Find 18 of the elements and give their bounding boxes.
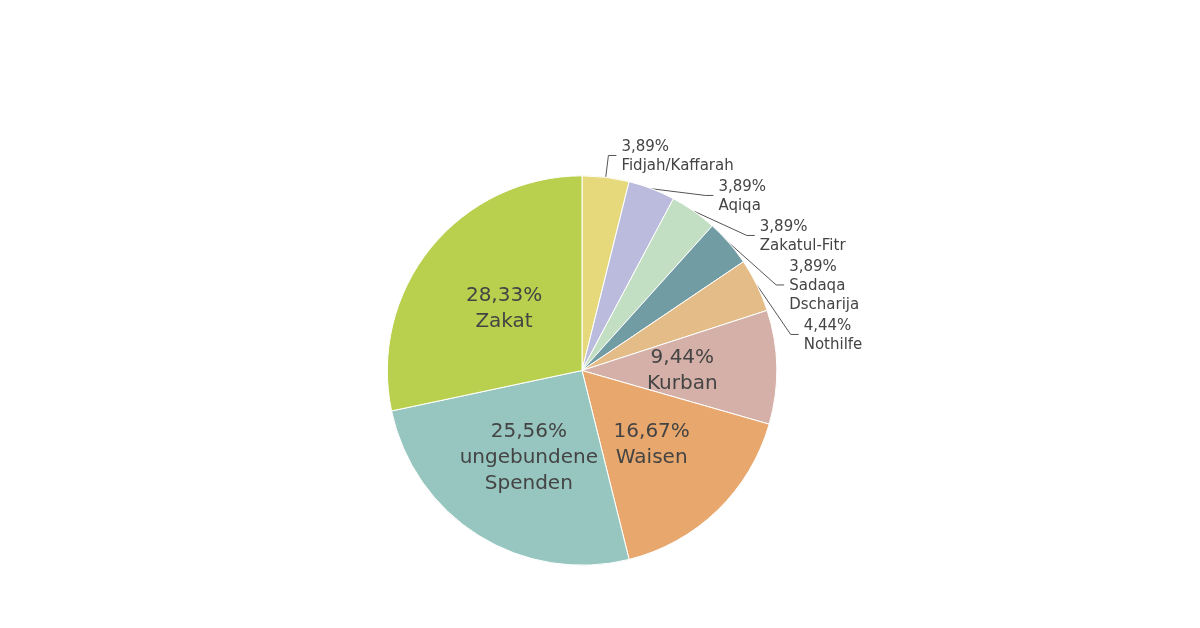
data-label: 25,56%: [490, 417, 567, 442]
data-label: 9,44%: [650, 343, 715, 368]
slice-label: Nothilfe: [803, 334, 863, 353]
data-label: 3,89%: [621, 136, 670, 155]
data-label: 3,89%: [789, 256, 837, 275]
slice-label: Zakat: [475, 308, 533, 333]
slice-label: Zakatul-Fitr: [759, 235, 847, 254]
slice-label: Waisen: [615, 443, 688, 468]
slice-label: ungebundene Spenden: [459, 443, 599, 494]
data-label: 28,33%: [465, 282, 543, 307]
data-label: 3,89%: [718, 176, 767, 195]
data-label: 4,44%: [803, 315, 852, 334]
slice-label: Aqiqa: [718, 195, 761, 214]
slice-label: Sadaqa Dscharija: [789, 275, 860, 313]
slice-label: Fidjah/Kaffarah: [621, 155, 734, 174]
data-label: 16,67%: [613, 417, 690, 442]
data-label: 3,89%: [759, 216, 808, 235]
slice-label: Kurban: [647, 369, 718, 394]
